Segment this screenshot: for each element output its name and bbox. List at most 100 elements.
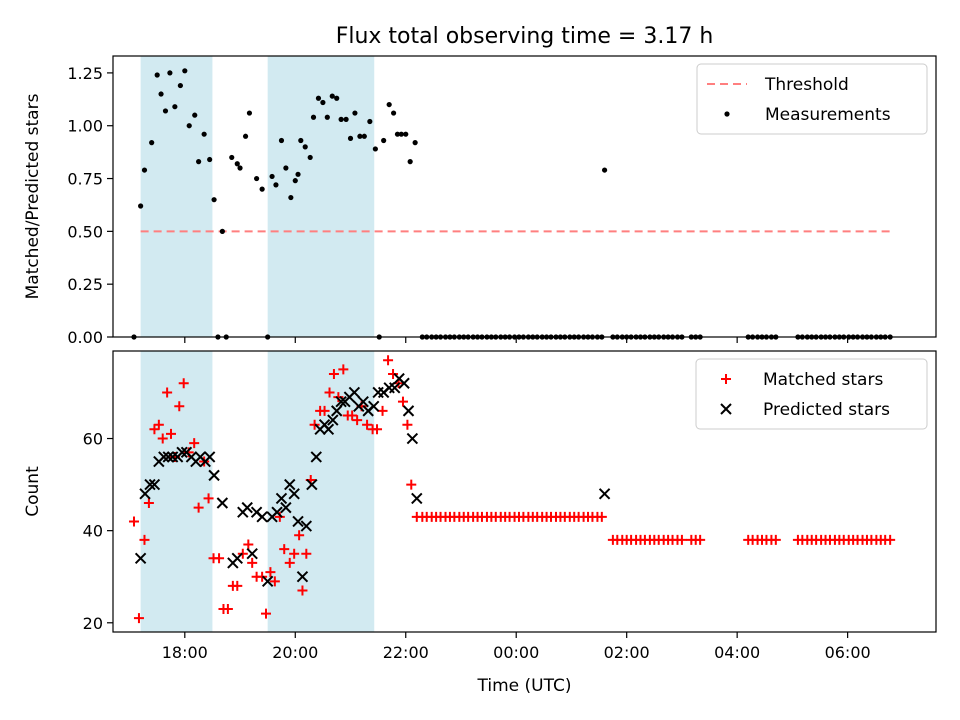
measurement-point (822, 334, 829, 340)
matched-star-point (596, 511, 607, 522)
predicted-star-point (241, 501, 253, 514)
measurement-point (470, 334, 476, 340)
measurement-point (186, 123, 192, 129)
measurement-point (836, 334, 842, 340)
measurement-point (437, 334, 444, 340)
measurement-point (548, 334, 554, 340)
measurement-point (628, 334, 634, 340)
matched-star-point (319, 405, 330, 416)
measurement-point (859, 334, 866, 340)
predicted-star-point (280, 501, 292, 514)
predicted-star-point (176, 446, 188, 459)
predicted-star-point (296, 571, 309, 583)
measurement-point (679, 334, 685, 340)
measurement-point (442, 334, 449, 340)
measurement-point (534, 334, 540, 340)
measurement-point (357, 133, 363, 139)
measurement-point (412, 140, 418, 146)
measurement-point (182, 68, 188, 74)
measurement-point (525, 334, 531, 340)
measurement-point (211, 197, 217, 203)
matched-star-point (328, 369, 339, 380)
predicted-star-point (288, 488, 300, 500)
measurement-point (637, 334, 644, 340)
measurement-point (347, 135, 354, 141)
measurement-point (167, 70, 173, 76)
measurement-point (614, 334, 620, 340)
legend-measurements-label: Measurements (765, 105, 891, 125)
measurement-point (846, 334, 852, 340)
measurement-point (196, 159, 202, 165)
measurement-point (642, 334, 648, 340)
measurement-point (307, 154, 313, 161)
measurement-point (192, 112, 198, 118)
matched-star-point (232, 580, 243, 591)
measurement-point (398, 131, 404, 137)
predicted-star-point (275, 492, 288, 505)
measurement-point (841, 334, 847, 340)
measurement-point (887, 334, 893, 340)
predicted-star-point (310, 451, 322, 463)
measurement-point (367, 118, 373, 125)
measurement-point (283, 165, 289, 171)
matched-star-point (261, 608, 272, 619)
measurement-point (461, 334, 467, 340)
measurement-point (850, 334, 856, 340)
measurement-point (488, 334, 494, 340)
measurement-point (601, 167, 608, 173)
predicted-star-point (292, 515, 304, 528)
measurement-point (511, 334, 518, 340)
measurement-point (669, 334, 676, 340)
measurement-point (878, 334, 884, 340)
measurement-point (207, 156, 213, 163)
matched-star-point (695, 534, 706, 545)
matched-star-point (157, 433, 168, 444)
matched-star-point (269, 576, 280, 587)
measurement-point (310, 114, 317, 120)
matched-star-point (165, 428, 176, 439)
y-tick-label: 0.00 (67, 328, 103, 347)
legend-threshold-label: Threshold (764, 75, 849, 95)
predicted-star-point (372, 386, 384, 399)
measurement-point (141, 167, 148, 173)
measurement-point (697, 334, 703, 340)
measurement-point (656, 334, 662, 340)
predicted-star-point (158, 451, 170, 463)
measurement-point (394, 131, 401, 137)
measurement-point (795, 334, 801, 340)
measurement-point (665, 334, 671, 340)
matched-star-point (289, 548, 300, 559)
y-tick-label: 40 (83, 522, 103, 541)
measurement-point (298, 137, 304, 144)
predicted-star-point (246, 547, 258, 560)
measurement-point (864, 334, 870, 340)
matched-star-point (189, 438, 200, 449)
matched-star-point (143, 498, 154, 509)
matched-star-point (247, 557, 258, 568)
measurement-point (154, 72, 160, 78)
measurement-point (516, 334, 522, 340)
x-tick-label: 06:00 (825, 643, 871, 662)
measurement-point (259, 186, 265, 192)
measurement-point (419, 334, 425, 340)
measurement-point (465, 334, 471, 340)
matched-star-point (174, 401, 185, 412)
measurement-point (506, 334, 513, 340)
matched-star-point (128, 516, 139, 527)
matched-star-point (149, 424, 160, 435)
matched-star-point (885, 534, 896, 545)
measurement-point (624, 334, 630, 340)
matched-star-point (237, 548, 248, 559)
predicted-star-point (203, 451, 216, 463)
y-tick-label: 1.00 (67, 117, 103, 136)
figure-title: Flux total observing time = 3.17 h (336, 24, 714, 49)
matched-star-point (770, 534, 781, 545)
measurement-point (562, 334, 568, 340)
measurement-point (585, 334, 591, 340)
predicted-star-point (598, 488, 611, 500)
top-panel-ratio: 0.00 0.25 0.50 0.75 1.00 1.25 Matched/Predicte… (23, 55, 937, 347)
measurement-point (813, 334, 819, 340)
predicted-star-point (256, 511, 268, 523)
measurement-point (403, 131, 409, 137)
